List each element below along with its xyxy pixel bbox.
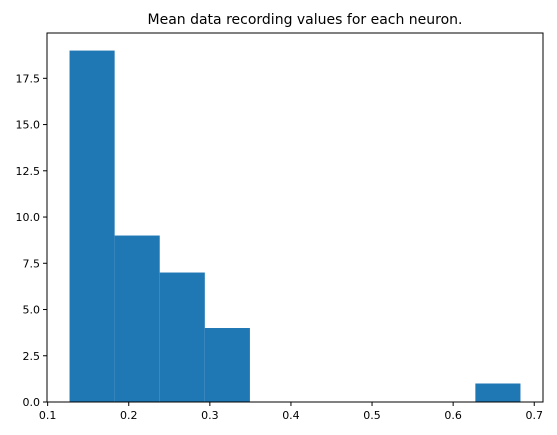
y-tick-label: 0.0: [23, 396, 41, 409]
x-tick-label: 0.1: [39, 409, 57, 422]
x-tick-label: 0.7: [525, 409, 543, 422]
histogram-bar-9: [475, 383, 521, 402]
x-axis: 0.1 0.2 0.3 0.4 0.5 0.6 0.7: [39, 402, 543, 422]
x-tick-label: 0.2: [120, 409, 138, 422]
y-tick-label: 12.5: [16, 165, 41, 178]
y-tick-label: 7.5: [23, 257, 41, 270]
chart-title: Mean data recording values for each neur…: [148, 12, 463, 28]
y-tick-label: 15.0: [16, 119, 41, 132]
x-tick-label: 0.4: [282, 409, 300, 422]
x-tick-label: 0.6: [444, 409, 462, 422]
histogram-bar-3: [204, 328, 250, 402]
y-axis: 0.0 2.5 5.0 7.5 10.0 12.5 15.0 17.5: [16, 72, 47, 409]
bars-group: [69, 50, 521, 402]
x-tick-label: 0.3: [201, 409, 219, 422]
y-tick-label: 2.5: [23, 350, 41, 363]
y-tick-label: 17.5: [16, 72, 41, 85]
y-tick-label: 5.0: [23, 304, 41, 317]
x-tick-label: 0.5: [363, 409, 381, 422]
histogram-bar-0: [69, 50, 115, 402]
plot-frame: [46, 32, 544, 403]
y-tick-label: 10.0: [16, 211, 41, 224]
histogram-bar-2: [159, 272, 205, 402]
histogram-bar-1: [114, 235, 160, 402]
